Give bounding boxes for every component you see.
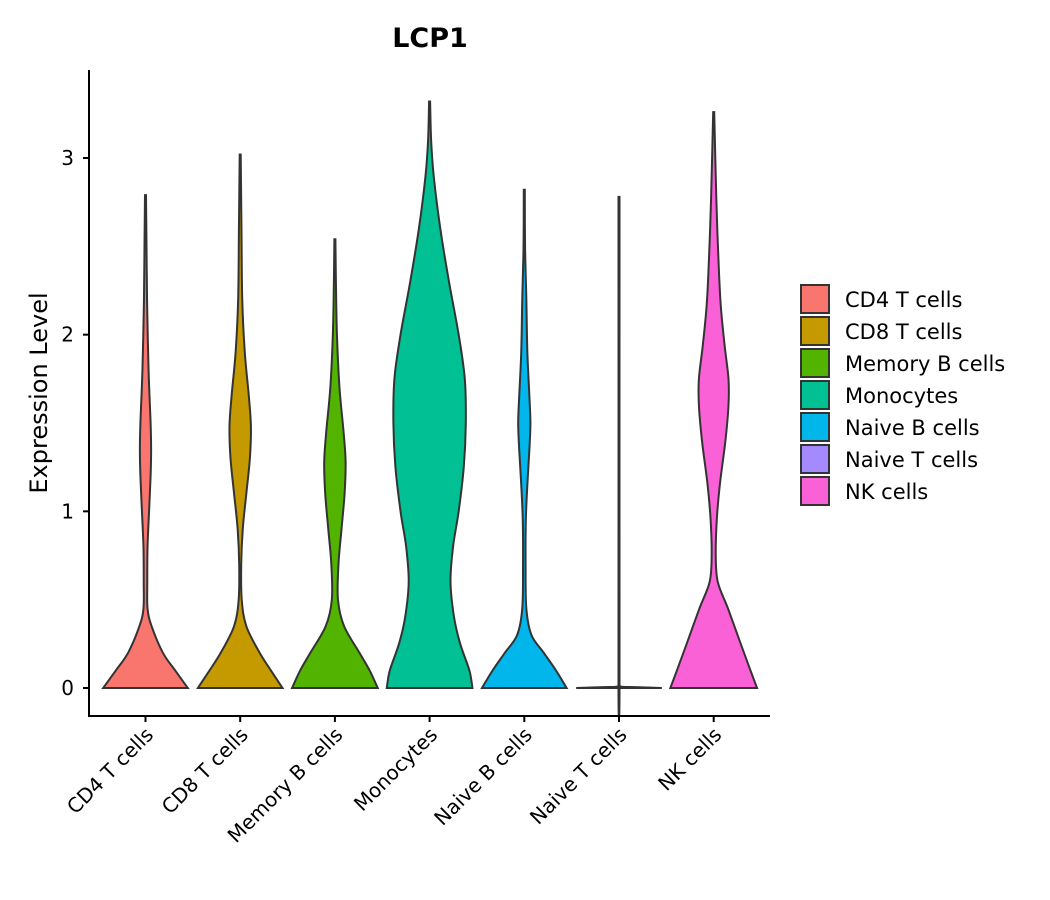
legend: CD4 T cells CD8 T cells Memory B cells Mono… xyxy=(800,284,1005,506)
violin-naive-t-cells xyxy=(576,195,662,718)
legend-label: Memory B cells xyxy=(845,352,1005,376)
legend-key-memory-b-cells xyxy=(800,348,830,378)
legend-key-cd8-t-cells xyxy=(800,316,830,346)
y-tick-label: 0 xyxy=(61,676,74,700)
legend-key-naive-b-cells xyxy=(800,412,830,442)
legend-label: Naive B cells xyxy=(845,416,980,440)
y-tick-label: 1 xyxy=(61,499,74,523)
legend-label: CD8 T cells xyxy=(845,320,962,344)
legend-label: Naive T cells xyxy=(845,448,978,472)
x-tick-label: Naive B cells xyxy=(429,723,537,831)
violin-cd4-t-cells xyxy=(101,194,190,689)
violin-cd8-t-cells xyxy=(196,153,285,689)
legend-label: Monocytes xyxy=(845,384,958,408)
legend-key-nk-cells xyxy=(800,476,830,506)
legend-key-naive-t-cells xyxy=(800,444,830,474)
legend-label: NK cells xyxy=(845,480,928,504)
y-tick-label: 2 xyxy=(61,323,74,347)
y-axis-label: Expression Level xyxy=(25,292,53,493)
violin-nk-cells xyxy=(668,111,759,689)
legend-key-cd4-t-cells xyxy=(800,284,830,314)
x-tick-label: NK cells xyxy=(653,723,726,796)
violin-monocytes xyxy=(385,100,474,689)
legend-label: CD4 T cells xyxy=(845,288,962,312)
x-tick-label: CD4 T cells xyxy=(62,723,158,819)
x-tick-label: CD8 T cells xyxy=(157,723,253,819)
chart-title: LCP1 xyxy=(392,23,468,54)
y-tick-label: 3 xyxy=(61,146,74,170)
x-tick-label: Naive T cells xyxy=(525,723,632,830)
legend-key-monocytes xyxy=(800,380,830,410)
violin-naive-b-cells xyxy=(480,188,569,689)
violin-memory-b-cells xyxy=(290,238,380,689)
x-tick-label: Monocytes xyxy=(349,723,442,816)
